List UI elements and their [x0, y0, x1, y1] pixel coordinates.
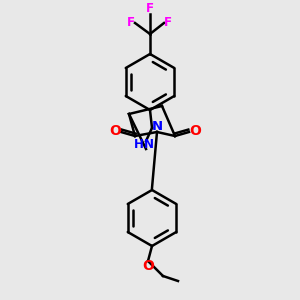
- Text: F: F: [127, 16, 135, 28]
- Text: N: N: [144, 139, 154, 152]
- Text: O: O: [109, 124, 121, 138]
- Text: O: O: [189, 124, 201, 138]
- Text: F: F: [146, 2, 154, 16]
- Text: N: N: [152, 119, 163, 133]
- Text: F: F: [164, 16, 172, 28]
- Text: O: O: [142, 259, 154, 273]
- Text: H: H: [134, 139, 144, 152]
